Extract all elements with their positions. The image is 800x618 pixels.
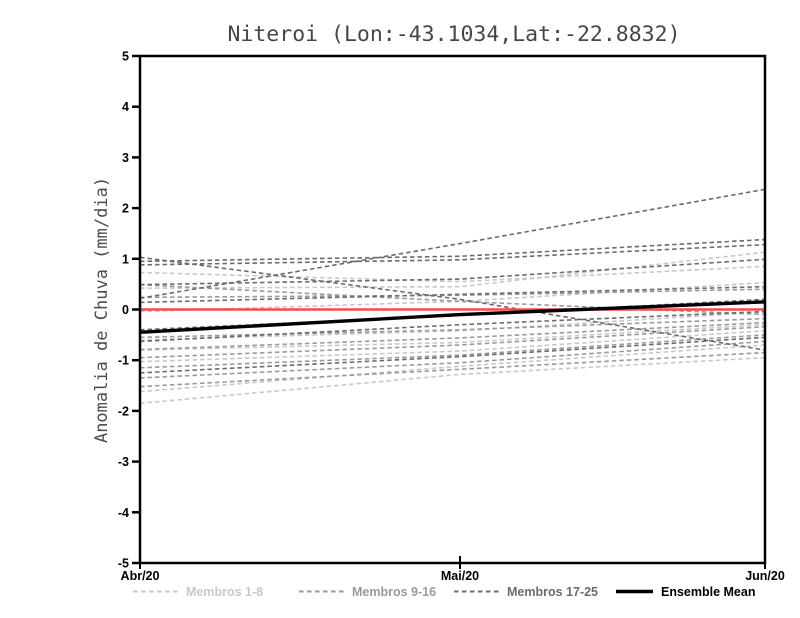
member-line-group3 — [139, 285, 766, 304]
member-line-group2 — [139, 288, 766, 299]
member-line-group3 — [139, 256, 766, 351]
y-axis-label: Anomalia de Chuva (mm/dia) — [92, 177, 112, 443]
member-line-group2 — [139, 325, 766, 359]
y-tick-label: 1 — [122, 252, 129, 266]
member-line-group2 — [139, 340, 766, 379]
member-line-group2 — [139, 334, 766, 369]
legend-label: Membros 9-16 — [352, 585, 436, 599]
member-line-group2 — [139, 283, 766, 316]
y-tick-label: -3 — [118, 455, 129, 469]
chart-title: Niteroi (Lon:-43.1034,Lat:-22.8832) — [227, 22, 680, 47]
member-line-group2 — [139, 321, 766, 351]
ensemble-mean-line — [139, 300, 766, 335]
member-line-group1 — [139, 311, 766, 341]
member-line-group3 — [139, 336, 766, 374]
y-tick-label: 4 — [122, 100, 129, 114]
member-line-group2 — [139, 351, 766, 388]
member-line-group3 — [139, 188, 766, 300]
y-tick-label: -4 — [118, 506, 129, 520]
member-line-group3 — [139, 238, 766, 263]
y-tick-label: -2 — [118, 404, 129, 418]
member-line-group1 — [139, 251, 766, 290]
member-line-group1 — [139, 329, 766, 363]
y-tick-label: 0 — [122, 303, 129, 317]
member-line-group1 — [139, 356, 766, 405]
x-tick-label: Jun/20 — [745, 569, 785, 583]
y-tick-label: -5 — [118, 557, 129, 571]
member-line-group2 — [139, 317, 766, 339]
legend-label: Ensemble Mean — [661, 585, 755, 599]
y-tick-label: 3 — [122, 151, 129, 165]
x-tick-label: Abr/20 — [121, 569, 160, 583]
member-line-group3 — [139, 310, 766, 343]
legend: Membros 1-8 Membros 9-16 Membros 17-25 Ense… — [133, 585, 755, 599]
member-line-group1 — [139, 281, 766, 313]
y-tick-label: -1 — [118, 354, 129, 368]
member-line-group1 — [139, 344, 766, 393]
y-tick-label: 2 — [122, 202, 129, 216]
member-line-group3 — [139, 243, 766, 266]
y-tick-label: 5 — [122, 50, 129, 64]
legend-label: Membros 1-8 — [186, 585, 263, 599]
legend-label: Membros 17-25 — [507, 585, 598, 599]
member-line-group3 — [139, 258, 766, 286]
x-tick-label: Mai/20 — [441, 569, 479, 583]
member-line-group1 — [139, 265, 766, 283]
member-line-group1 — [139, 323, 766, 351]
